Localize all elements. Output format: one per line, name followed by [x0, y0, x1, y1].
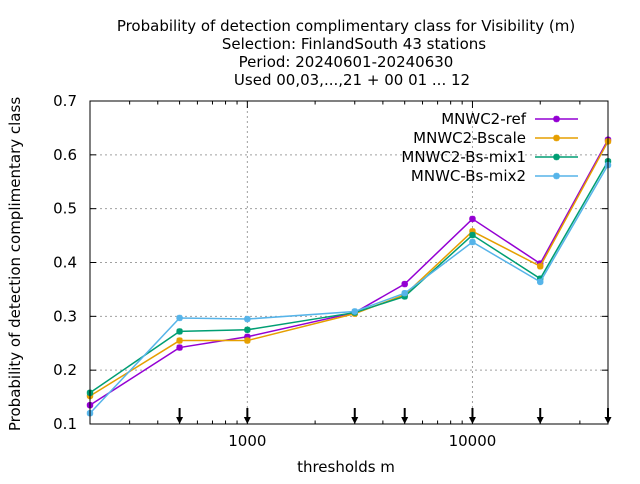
- data-point-core: [538, 280, 542, 284]
- data-point-core: [177, 345, 182, 350]
- legend-swatch-marker-core: [554, 155, 559, 159]
- data-point-core: [470, 240, 475, 244]
- y-tick-label: 0.2: [53, 361, 77, 379]
- y-tick-label: 0.7: [53, 92, 77, 110]
- x-axis-ticks: 1000 10000: [129, 101, 581, 450]
- series-4: [86, 161, 612, 417]
- data-point-core: [470, 233, 475, 237]
- title-line: Used 00,03,...,21 + 00 01 ... 12: [234, 71, 470, 89]
- data-point-core: [353, 309, 357, 314]
- legend: MNWC2-refMNWC2-BscaleMNWC2-Bs-mix1MNWC-B…: [401, 110, 578, 185]
- series-2: [86, 138, 612, 400]
- data-point-core: [245, 328, 249, 332]
- series-line: [89, 160, 609, 394]
- y-tick-label: 0.5: [53, 200, 77, 218]
- title-line: Selection: FinlandSouth 43 stations: [222, 35, 486, 53]
- x-axis-label: thresholds m: [297, 458, 395, 476]
- threshold-markers: [176, 408, 612, 424]
- legend-label: MNWC2-Bscale: [413, 129, 526, 147]
- legend-swatch-marker-core: [554, 136, 559, 140]
- chart-title: Probability of detection complimentary c…: [117, 17, 575, 89]
- data-point-core: [177, 316, 182, 320]
- series-1: [86, 136, 612, 409]
- data-point-core: [470, 217, 475, 221]
- data-point-core: [177, 329, 182, 334]
- title-line: Period: 20240601-20240630: [239, 53, 454, 71]
- data-point-core: [177, 338, 182, 343]
- y-tick-label: 0.4: [53, 254, 77, 272]
- y-tick-label: 0.3: [53, 307, 77, 325]
- data-point-core: [538, 264, 542, 268]
- x-tick-label: 10000: [449, 432, 497, 450]
- data-point-core: [245, 338, 249, 343]
- data-point-core: [403, 291, 407, 295]
- y-axis-ticks: 0.1 0.2 0.3 0.4 0.5 0.6 0.7: [53, 92, 608, 433]
- series-line: [89, 164, 609, 414]
- title-line: Probability of detection complimentary c…: [117, 17, 575, 35]
- data-point-core: [245, 317, 249, 321]
- legend-label: MNWC2-ref: [441, 110, 526, 128]
- series: [86, 136, 612, 417]
- legend-swatch-marker-core: [554, 117, 559, 121]
- y-axis-label: Probability of detection complimentary c…: [6, 97, 24, 431]
- y-tick-label: 0.6: [53, 146, 77, 164]
- x-tick-label: 1000: [228, 432, 266, 450]
- data-point-core: [403, 282, 407, 286]
- legend-swatch-marker-core: [554, 174, 559, 178]
- legend-label: MNWC-Bs-mix2: [411, 167, 526, 185]
- legend-label: MNWC2-Bs-mix1: [401, 148, 526, 166]
- series-line: [89, 141, 609, 397]
- series-line: [89, 139, 609, 406]
- y-tick-label: 0.1: [53, 415, 77, 433]
- grid: [90, 101, 608, 424]
